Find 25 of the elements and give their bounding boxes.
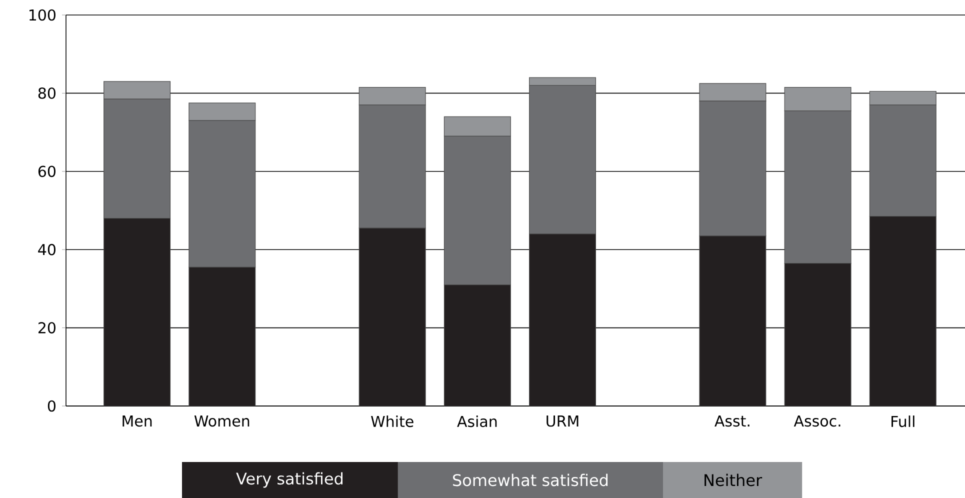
- x-tick-label: URM: [546, 416, 578, 427]
- bar: [699, 236, 766, 406]
- y-tick-label: 80: [38, 88, 56, 99]
- bar: [358, 228, 426, 406]
- x-tick-label: Asian: [457, 416, 497, 428]
- x-tick-label: White: [371, 416, 414, 428]
- text: Somewhat satisfied: [453, 474, 608, 486]
- bar: [444, 284, 511, 406]
- y-tick-label: 40: [38, 244, 56, 256]
- y-tick-label: 20: [38, 322, 56, 334]
- y-tick-label: 60: [38, 166, 56, 178]
- x-tick-label: Asst.: [714, 416, 750, 427]
- bar: [784, 262, 852, 406]
- bar: [529, 234, 596, 406]
- x-tick-label: Men: [122, 416, 152, 427]
- y-tick-label: 0: [48, 400, 56, 412]
- bar: [188, 267, 256, 406]
- x-tick-label: Assoc.: [794, 416, 840, 427]
- bar: [869, 216, 936, 406]
- text: Very satisfied: [236, 472, 342, 488]
- x-tick-label: Women: [194, 416, 250, 427]
- text: Neither: [704, 474, 762, 486]
- y-tick-label: 100: [29, 9, 56, 21]
- bar: [104, 218, 170, 406]
- x-tick-label: Full: [892, 416, 914, 428]
